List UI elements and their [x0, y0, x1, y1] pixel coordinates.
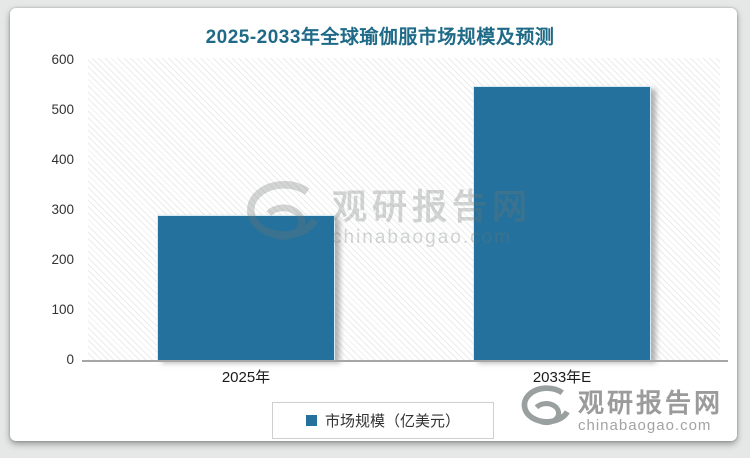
y-axis: 0 100 200 300 400 500 600	[30, 52, 80, 367]
bar-2025年	[157, 215, 335, 360]
y-tick-label: 400	[51, 152, 74, 167]
watermark-bottom-right: 观研报告网 chinabaogao.com	[518, 384, 723, 439]
watermark-name: 观研报告网	[578, 387, 724, 418]
x-axis-label: 2033年E	[532, 369, 592, 386]
y-tick-label: 300	[51, 202, 74, 217]
x-axis-label: 2025年	[221, 369, 271, 386]
x-axis-line	[82, 360, 728, 362]
legend-marker-icon	[305, 415, 317, 426]
chart-title: 2025-2033年全球瑜伽服市场规模及预测	[205, 27, 555, 48]
plot-area	[88, 58, 720, 360]
bar-2033年E	[473, 86, 651, 360]
legend-label: 市场规模（亿美元）	[324, 413, 460, 430]
y-tick-label: 500	[51, 102, 74, 117]
watermark-domain: chinabaogao.com	[578, 416, 712, 434]
x-axis-labels: 2025年 2033年E	[88, 366, 720, 387]
y-tick-label: 200	[51, 252, 74, 267]
watermark-logo-icon	[518, 384, 574, 439]
legend: 市场规模（亿美元）	[272, 402, 494, 439]
y-tick-label: 600	[51, 52, 74, 67]
y-tick-label: 0	[66, 352, 74, 367]
y-tick-label: 100	[51, 302, 74, 317]
